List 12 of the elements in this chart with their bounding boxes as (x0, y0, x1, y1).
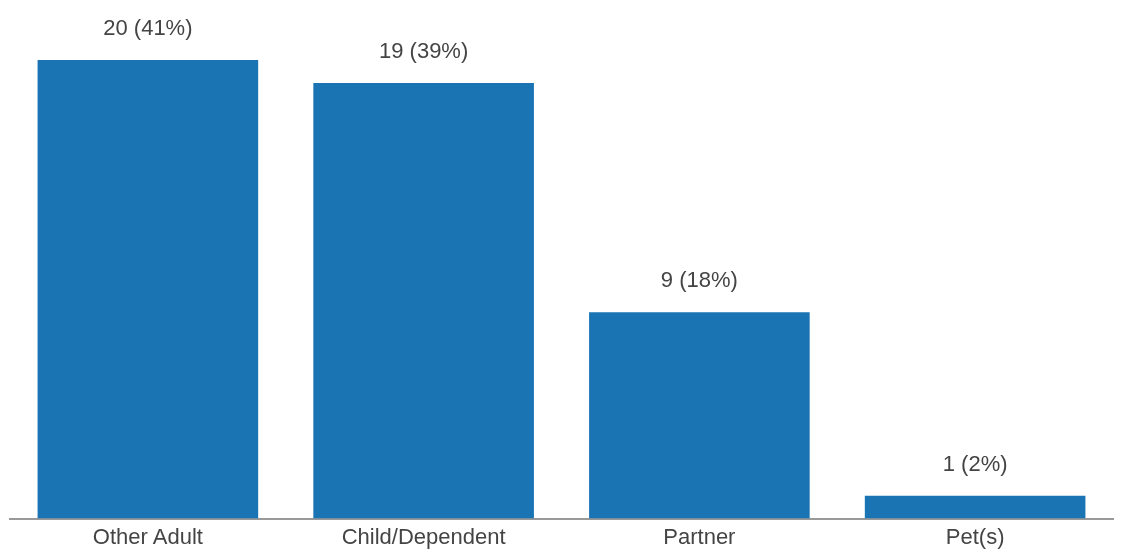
x-tick-label: Other Adult (92, 523, 203, 549)
bar (37, 60, 259, 519)
x-tick-label: Partner (663, 523, 736, 549)
bar (864, 495, 1086, 519)
bar (589, 312, 810, 519)
data-label: 19 (39%) (378, 37, 469, 63)
x-tick-label: Pet(s) (945, 523, 1005, 549)
x-tick-label: Child/Dependent (341, 523, 506, 549)
bar (313, 82, 534, 519)
data-label: 20 (41%) (103, 15, 193, 41)
data-label: 1 (2%) (942, 450, 1008, 476)
data-label: 9 (18%) (660, 267, 738, 293)
